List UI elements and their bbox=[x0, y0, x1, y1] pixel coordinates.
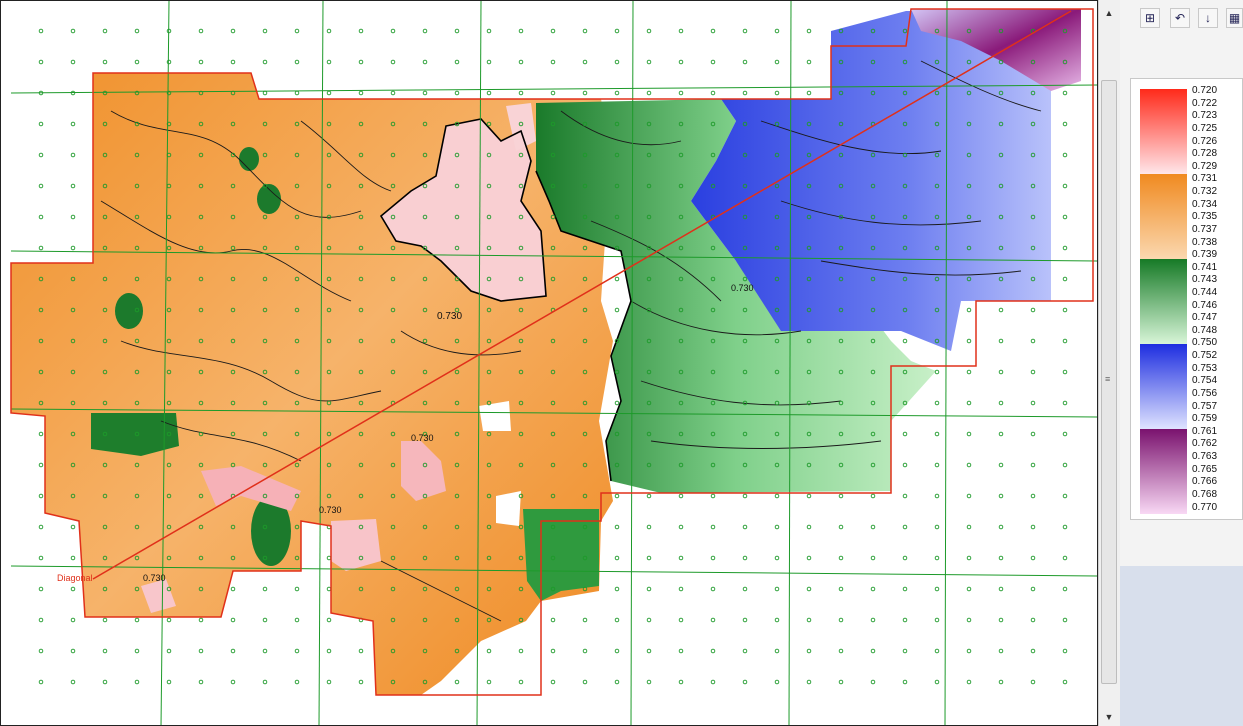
legend-value-label: 0.761 bbox=[1192, 425, 1218, 437]
scroll-down-arrow-icon[interactable]: ▼ bbox=[1104, 712, 1114, 722]
palette-button[interactable]: ▦ bbox=[1226, 8, 1243, 28]
sort-icon: ↓ bbox=[1205, 11, 1211, 25]
color-table-icon: ⊞ bbox=[1144, 11, 1156, 25]
diagonal-profile-line bbox=[92, 10, 1072, 580]
scrollbar-thumb[interactable]: ≡ bbox=[1101, 80, 1117, 684]
undo-icon: ↶ bbox=[1174, 11, 1186, 25]
grid-lines bbox=[10, 1, 1097, 725]
legend-value-label: 0.748 bbox=[1192, 324, 1218, 336]
diagonal-line-label: Diagonal bbox=[57, 573, 93, 583]
legend-value-label: 0.729 bbox=[1192, 160, 1218, 172]
legend-value-label: 0.741 bbox=[1192, 261, 1218, 273]
palette-icon: ▦ bbox=[1228, 11, 1241, 25]
legend-value-label: 0.766 bbox=[1192, 476, 1218, 488]
legend-value-label: 0.731 bbox=[1192, 173, 1218, 185]
legend-color-band bbox=[1140, 429, 1187, 514]
legend-value-label: 0.750 bbox=[1192, 337, 1218, 349]
legend-value-label: 0.737 bbox=[1192, 223, 1218, 235]
survey-boundary bbox=[10, 8, 1094, 696]
color-table-button[interactable]: ⊞ bbox=[1140, 8, 1160, 28]
legend-value-label: 0.743 bbox=[1192, 274, 1218, 286]
contour-label: 0.730 bbox=[731, 283, 754, 293]
sample-points bbox=[38, 28, 1068, 685]
contour-lines bbox=[100, 60, 1042, 622]
legend-value-label: 0.770 bbox=[1192, 501, 1218, 513]
legend-value-label: 0.746 bbox=[1192, 299, 1218, 311]
legend-value-label: 0.722 bbox=[1192, 97, 1218, 109]
green-patch-south bbox=[523, 509, 599, 601]
blue-surface-region bbox=[691, 11, 1051, 351]
legend-value-label: 0.728 bbox=[1192, 148, 1218, 160]
contour-label: 0.730 bbox=[143, 573, 166, 583]
contour-label: 0.730 bbox=[411, 433, 434, 443]
legend-value-label: 0.732 bbox=[1192, 186, 1218, 197]
legend-value-label: 0.734 bbox=[1192, 198, 1218, 210]
scrollbar-grip-icon: ≡ bbox=[1105, 374, 1111, 384]
contour-map: 0.730 0.730 0.730 0.730 0.730 Diagonal bbox=[10, 1, 1097, 725]
legend-value-label: 0.763 bbox=[1192, 451, 1218, 462]
scroll-up-arrow-icon[interactable]: ▲ bbox=[1104, 8, 1114, 18]
legend-value-label: 0.723 bbox=[1192, 110, 1218, 122]
legend-value-label: 0.726 bbox=[1192, 135, 1218, 147]
legend-value-label: 0.759 bbox=[1192, 413, 1218, 425]
sort-button[interactable]: ↓ bbox=[1198, 8, 1218, 28]
contour-label: 0.730 bbox=[319, 505, 342, 515]
green-surface-region bbox=[536, 99, 936, 493]
legend-toolbar: ⊞ ↶ ↓ ▦ bbox=[1120, 8, 1243, 32]
panel-empty-area bbox=[1120, 566, 1243, 726]
legend-color-band bbox=[1140, 259, 1187, 344]
undo-button[interactable]: ↶ bbox=[1170, 8, 1190, 28]
legend-value-label: 0.754 bbox=[1192, 375, 1218, 387]
vertical-scrollbar[interactable]: ▲ ≡ ▼ bbox=[1098, 0, 1120, 726]
color-scale-bar bbox=[1140, 89, 1187, 514]
legend-value-label: 0.762 bbox=[1192, 438, 1218, 450]
legend-value-label: 0.735 bbox=[1192, 211, 1218, 223]
contour-map-canvas[interactable]: 0.730 0.730 0.730 0.730 0.730 Diagonal bbox=[0, 0, 1098, 726]
legend-panel: ⊞ ↶ ↓ ▦ 0.720 0.722 0.723 0.725 0.726 0.728 0.… bbox=[1120, 0, 1243, 726]
legend-color-band bbox=[1140, 344, 1187, 429]
legend-value-label: 0.757 bbox=[1192, 400, 1218, 412]
legend-value-label: 0.747 bbox=[1192, 312, 1218, 324]
legend-value-label: 0.756 bbox=[1192, 387, 1218, 399]
contour-label: 0.730 bbox=[437, 311, 462, 322]
color-scale-legend: 0.720 0.722 0.723 0.725 0.726 0.728 0.729 0.731… bbox=[1130, 78, 1243, 520]
legend-value-label: 0.738 bbox=[1192, 236, 1218, 248]
legend-color-band bbox=[1140, 174, 1187, 259]
legend-value-label: 0.720 bbox=[1192, 85, 1218, 96]
legend-value-label: 0.765 bbox=[1192, 463, 1218, 475]
legend-value-label: 0.725 bbox=[1192, 122, 1218, 134]
legend-value-label: 0.739 bbox=[1192, 249, 1218, 261]
legend-color-band bbox=[1140, 89, 1187, 174]
legend-value-label: 0.753 bbox=[1192, 362, 1218, 374]
legend-value-label: 0.744 bbox=[1192, 286, 1218, 298]
legend-value-label: 0.752 bbox=[1192, 350, 1218, 361]
legend-value-label: 0.768 bbox=[1192, 488, 1218, 500]
